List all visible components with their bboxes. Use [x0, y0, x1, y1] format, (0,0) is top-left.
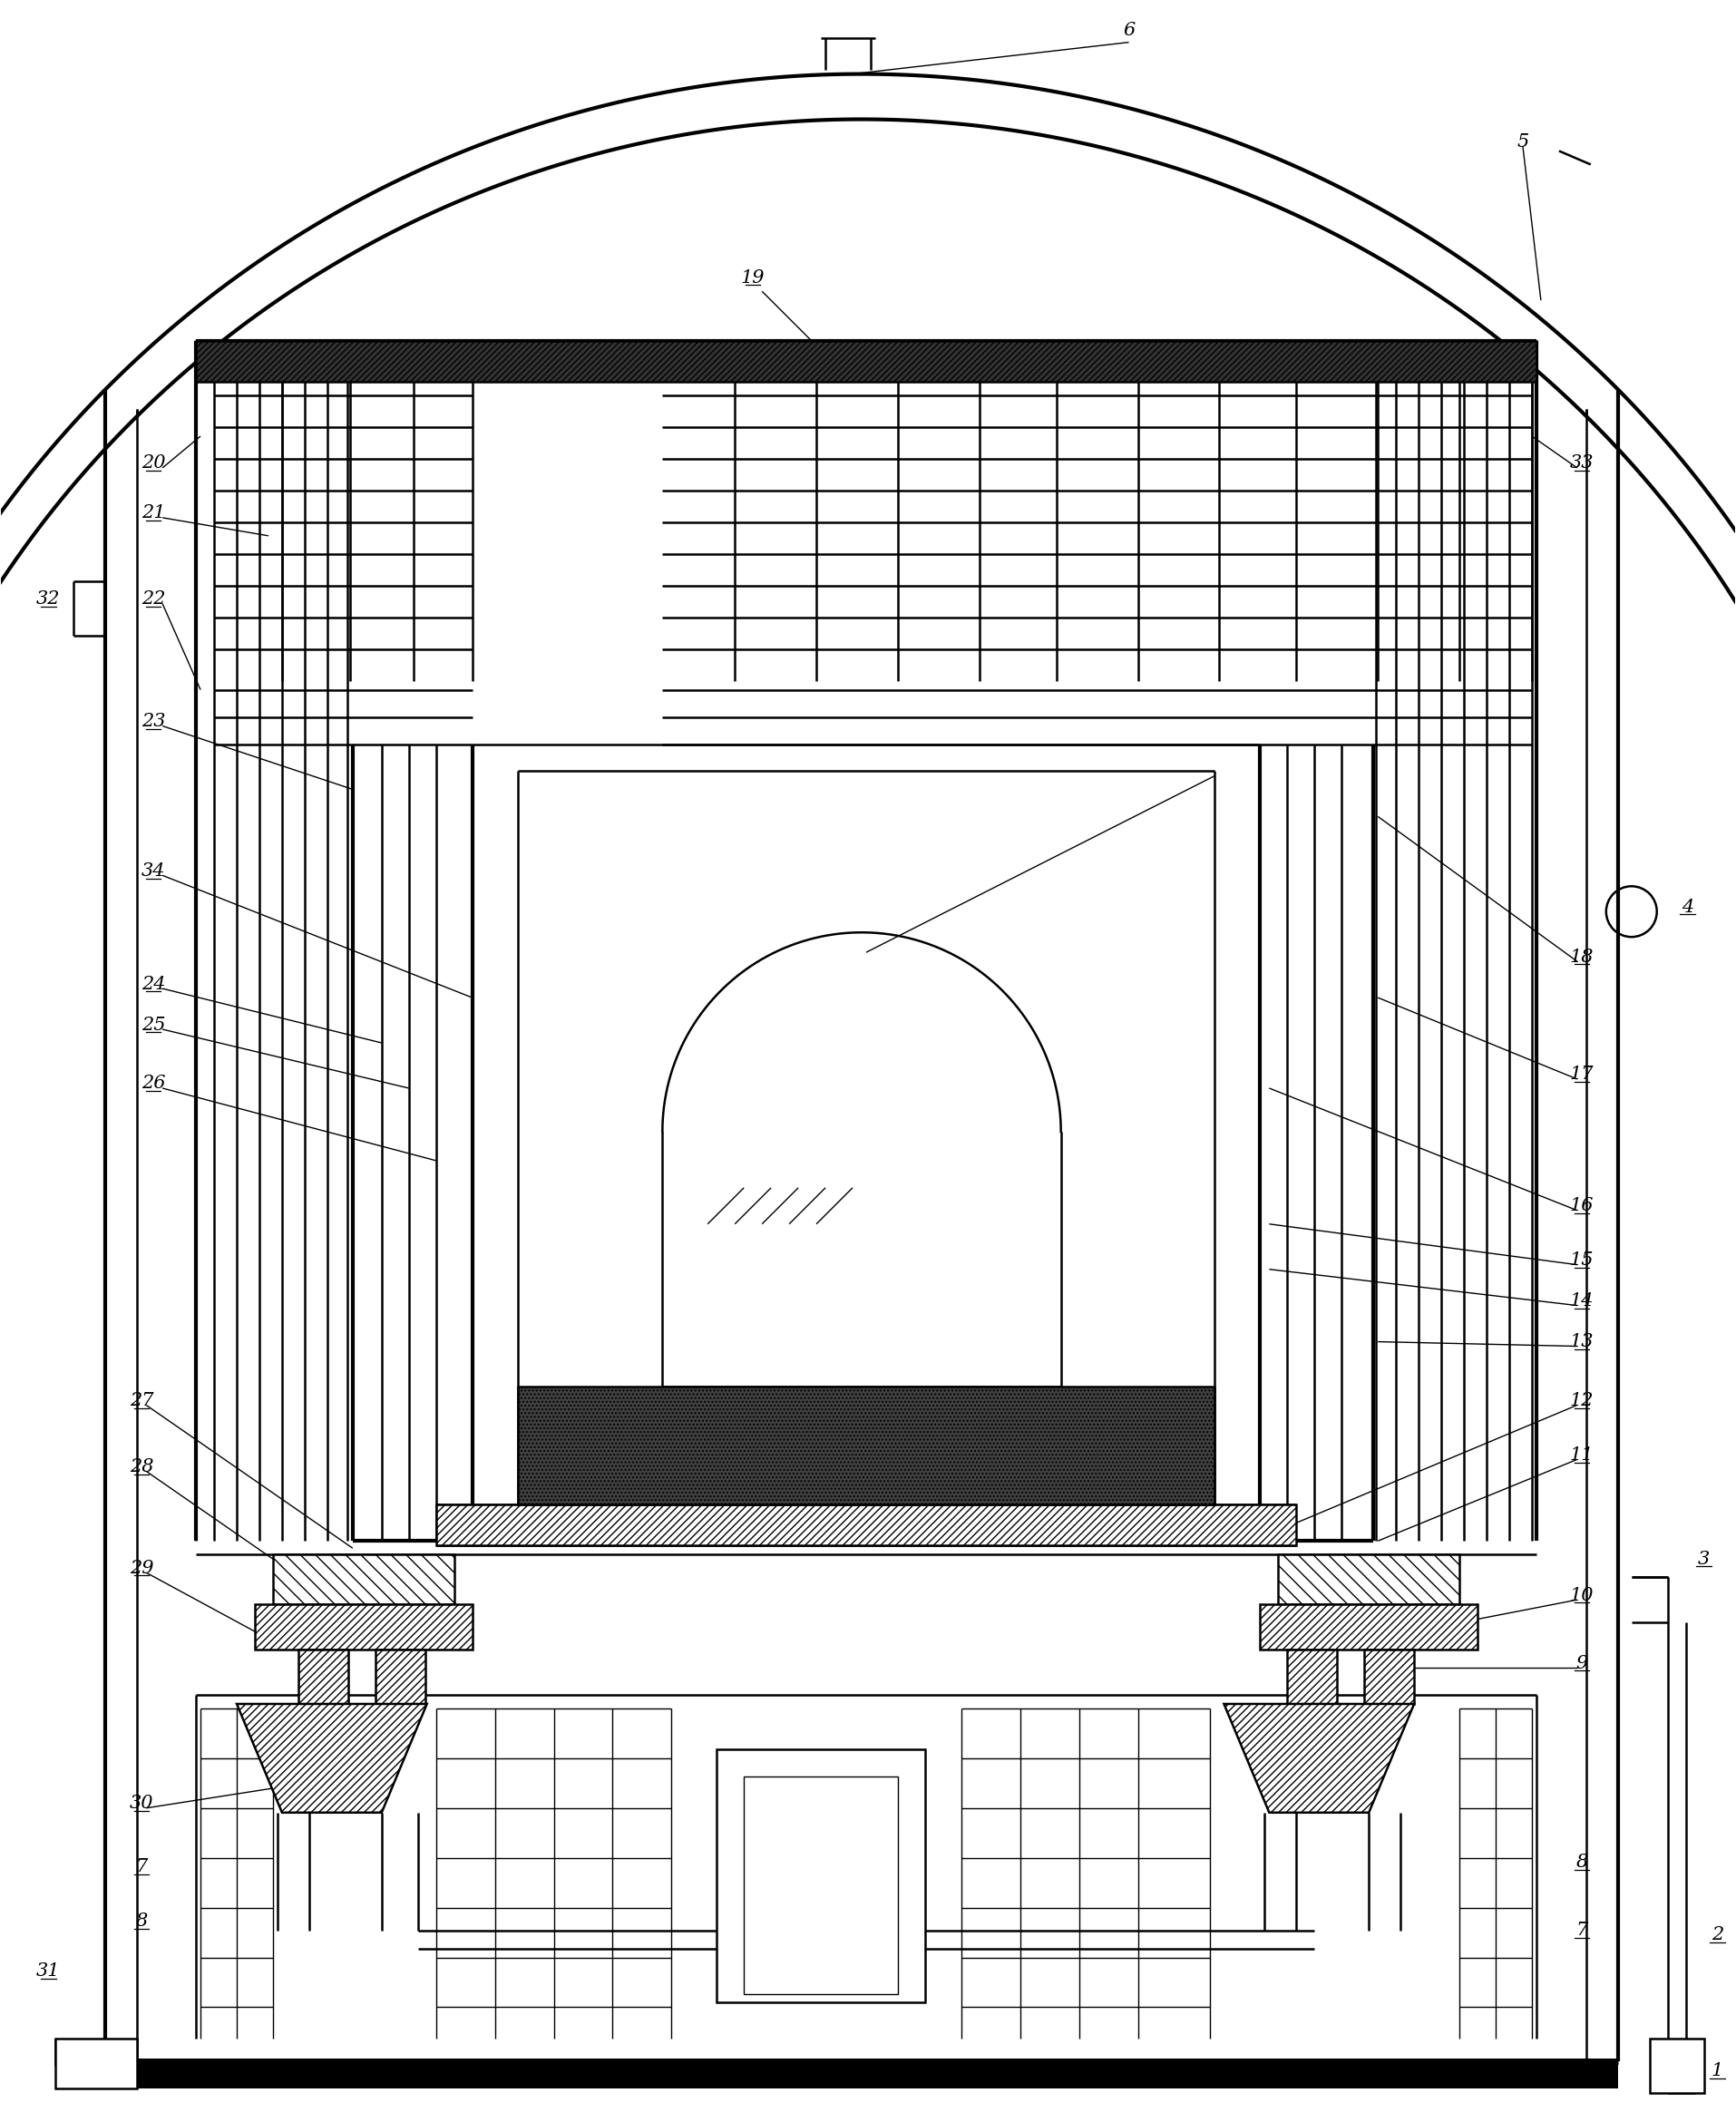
Text: 11: 11 — [1569, 1447, 1594, 1464]
Text: 24: 24 — [141, 976, 165, 993]
Text: 31: 31 — [36, 1963, 61, 1980]
Polygon shape — [1224, 1704, 1415, 1812]
Text: 3: 3 — [1698, 1551, 1710, 1568]
Bar — [273, 1555, 455, 1604]
Bar — [56, 2039, 137, 2088]
Text: 28: 28 — [130, 1458, 155, 1475]
Bar — [375, 1649, 425, 1704]
Text: 32: 32 — [36, 590, 61, 607]
Bar — [1364, 1649, 1415, 1704]
Text: 9: 9 — [1576, 1655, 1588, 1672]
Text: 19: 19 — [741, 269, 766, 286]
Text: 34: 34 — [141, 862, 165, 879]
Text: 27: 27 — [130, 1392, 155, 1409]
Text: 2: 2 — [1712, 1927, 1724, 1944]
Text: 16: 16 — [1569, 1197, 1594, 1214]
Text: 15: 15 — [1569, 1252, 1594, 1269]
Text: 21: 21 — [141, 505, 165, 522]
Polygon shape — [236, 1704, 427, 1812]
Text: 5: 5 — [1517, 134, 1529, 151]
Text: 30: 30 — [130, 1795, 155, 1812]
Bar — [1649, 2039, 1705, 2092]
Bar — [1260, 1604, 1477, 1649]
Text: 7: 7 — [135, 1859, 148, 1876]
Text: 7: 7 — [1576, 1923, 1588, 1940]
Text: 25: 25 — [141, 1016, 165, 1033]
Bar — [745, 1776, 898, 1995]
Text: 4: 4 — [1682, 898, 1694, 917]
Text: 13: 13 — [1569, 1333, 1594, 1350]
Bar — [1668, 2067, 1694, 2084]
Bar — [1278, 1555, 1460, 1604]
Text: 18: 18 — [1569, 949, 1594, 966]
Text: 8: 8 — [135, 1912, 148, 1929]
Bar — [1288, 1649, 1337, 1704]
Text: 6: 6 — [1123, 21, 1135, 38]
Text: 26: 26 — [141, 1076, 165, 1093]
Text: 22: 22 — [141, 590, 165, 607]
Bar — [517, 1388, 1215, 1504]
Text: 12: 12 — [1569, 1392, 1594, 1409]
Text: 14: 14 — [1569, 1292, 1594, 1309]
Bar — [196, 342, 1536, 382]
Bar — [106, 2063, 1618, 2088]
Text: 1: 1 — [1712, 2063, 1724, 2080]
Text: 17: 17 — [1569, 1065, 1594, 1082]
Text: 33: 33 — [1569, 454, 1594, 471]
Bar — [255, 1604, 472, 1649]
Text: 10: 10 — [1569, 1587, 1594, 1604]
Text: 29: 29 — [130, 1560, 155, 1577]
Bar — [436, 1504, 1297, 1545]
Bar — [299, 1649, 349, 1704]
Text: 8: 8 — [1576, 1855, 1588, 1872]
Text: 20: 20 — [141, 454, 165, 471]
Text: 23: 23 — [141, 713, 165, 730]
Bar — [717, 1749, 925, 2003]
